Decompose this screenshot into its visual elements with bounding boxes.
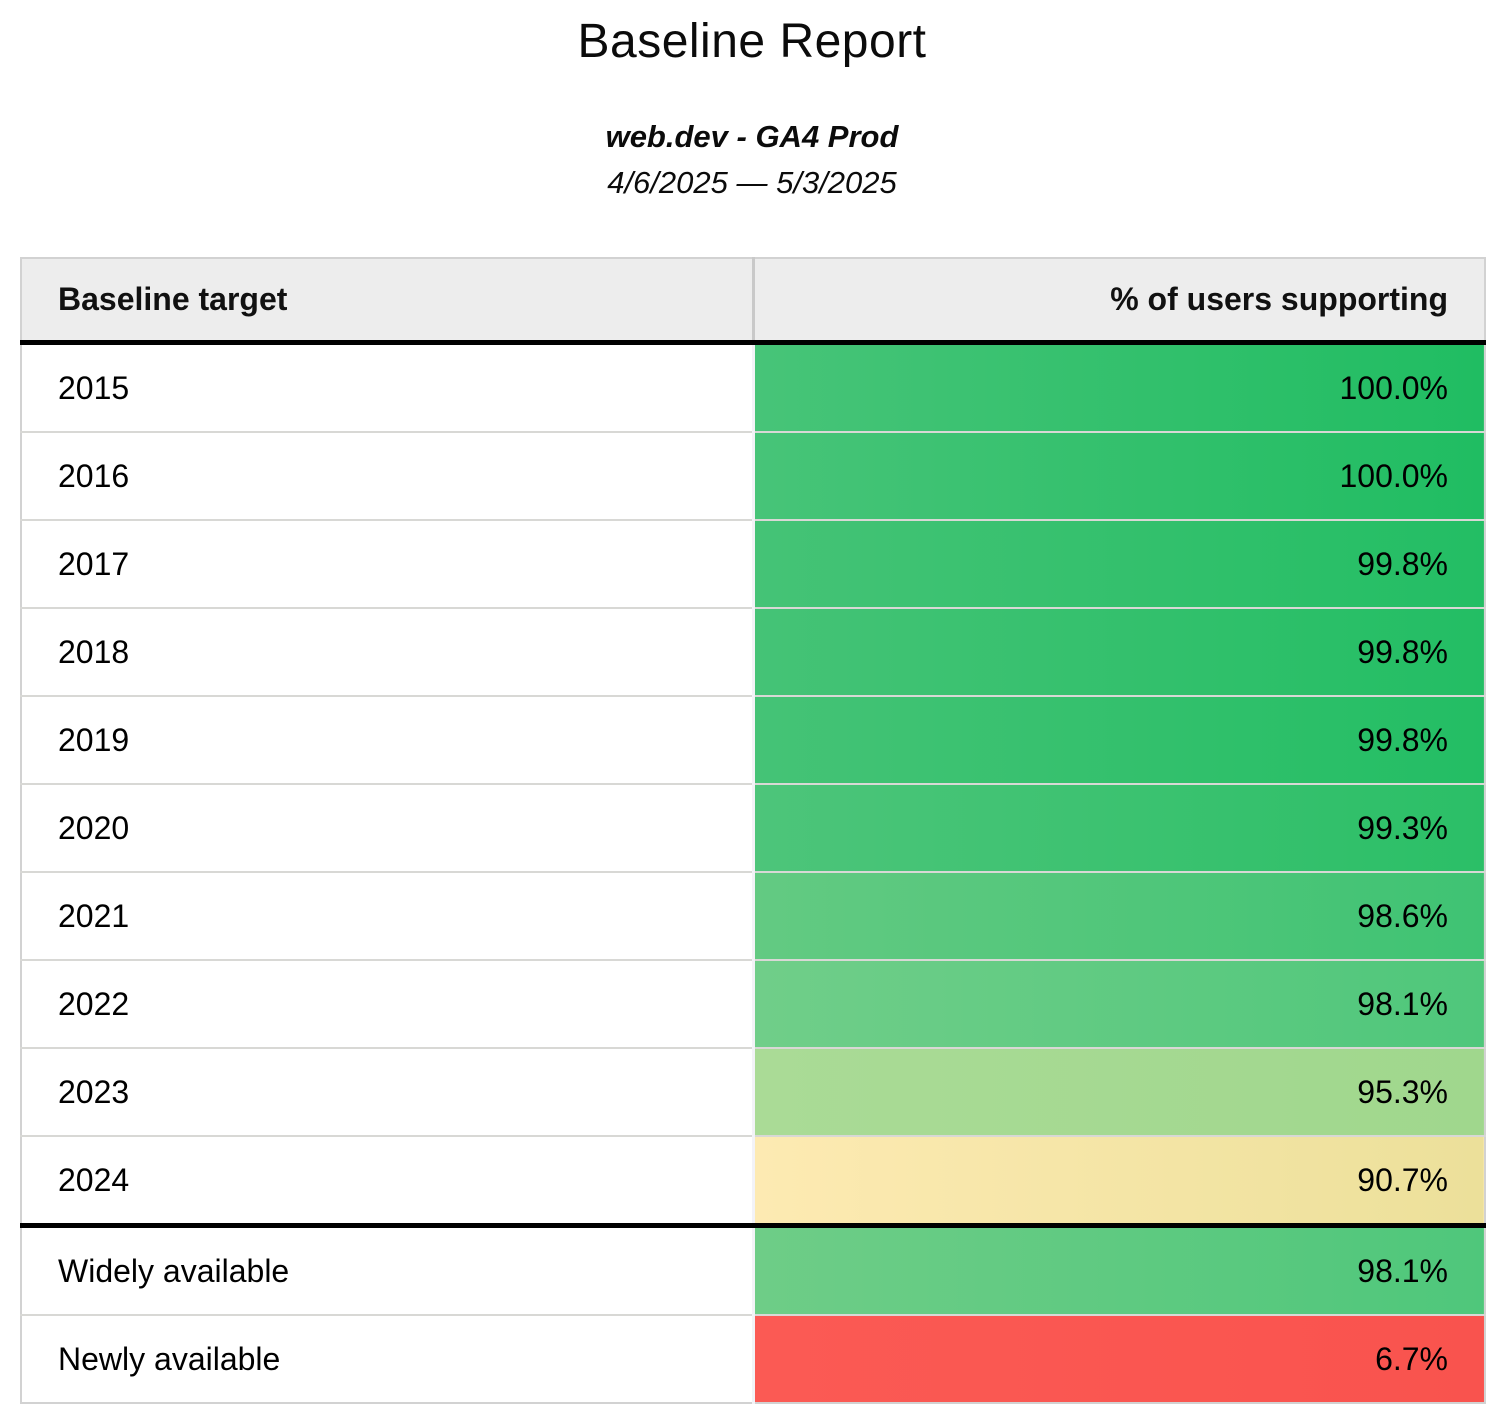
baseline-target-cell: 2020 (21, 783, 755, 872)
baseline-target-cell: 2017 (21, 519, 755, 608)
support-percent-cell: 90.7% (753, 1135, 1485, 1226)
report-source: web.dev - GA4 Prod (605, 119, 899, 154)
table-row: 2023 95.3% (21, 1047, 1485, 1136)
page-title: Baseline Report (577, 15, 927, 68)
table-row: Widely available 98.1% (21, 1223, 1485, 1315)
baseline-report-table: Baseline target % of users supporting 20… (20, 257, 1486, 1404)
report-date-range: 4/6/2025 — 5/3/2025 (607, 165, 897, 200)
table-row: 2024 90.7% (21, 1135, 1485, 1226)
baseline-target-cell: Widely available (21, 1223, 755, 1315)
table-row: 2020 99.3% (21, 783, 1485, 872)
support-percent-cell: 99.3% (753, 783, 1485, 872)
baseline-target-cell: 2016 (21, 431, 755, 520)
table-row: 2019 99.8% (21, 695, 1485, 784)
support-percent-cell: 99.8% (753, 695, 1485, 784)
support-percent-cell: 98.6% (753, 871, 1485, 960)
baseline-target-cell: Newly available (21, 1314, 755, 1403)
baseline-target-cell: 2021 (21, 871, 755, 960)
support-percent-cell: 95.3% (753, 1047, 1485, 1136)
table-header-row: Baseline target % of users supporting (21, 258, 1485, 345)
support-percent-cell: 98.1% (753, 959, 1485, 1048)
table-row: 2015 100.0% (21, 342, 1485, 432)
column-header-baseline-target: Baseline target (21, 258, 755, 345)
support-percent-cell: 6.7% (753, 1314, 1485, 1403)
baseline-target-cell: 2022 (21, 959, 755, 1048)
table-row: 2016 100.0% (21, 431, 1485, 520)
column-header-percent-supporting: % of users supporting (753, 258, 1485, 345)
support-percent-cell: 99.8% (753, 519, 1485, 608)
baseline-target-cell: 2018 (21, 607, 755, 696)
baseline-target-cell: 2024 (21, 1135, 755, 1226)
support-percent-cell: 100.0% (753, 342, 1485, 432)
table-row: 2021 98.6% (21, 871, 1485, 960)
support-percent-cell: 98.1% (753, 1223, 1485, 1315)
table-row: Newly available 6.7% (21, 1314, 1485, 1403)
baseline-target-cell: 2015 (21, 342, 755, 432)
baseline-target-cell: 2019 (21, 695, 755, 784)
support-percent-cell: 99.8% (753, 607, 1485, 696)
table-row: 2018 99.8% (21, 607, 1485, 696)
table-row: 2017 99.8% (21, 519, 1485, 608)
baseline-target-cell: 2023 (21, 1047, 755, 1136)
support-percent-cell: 100.0% (753, 431, 1485, 520)
table-row: 2022 98.1% (21, 959, 1485, 1048)
